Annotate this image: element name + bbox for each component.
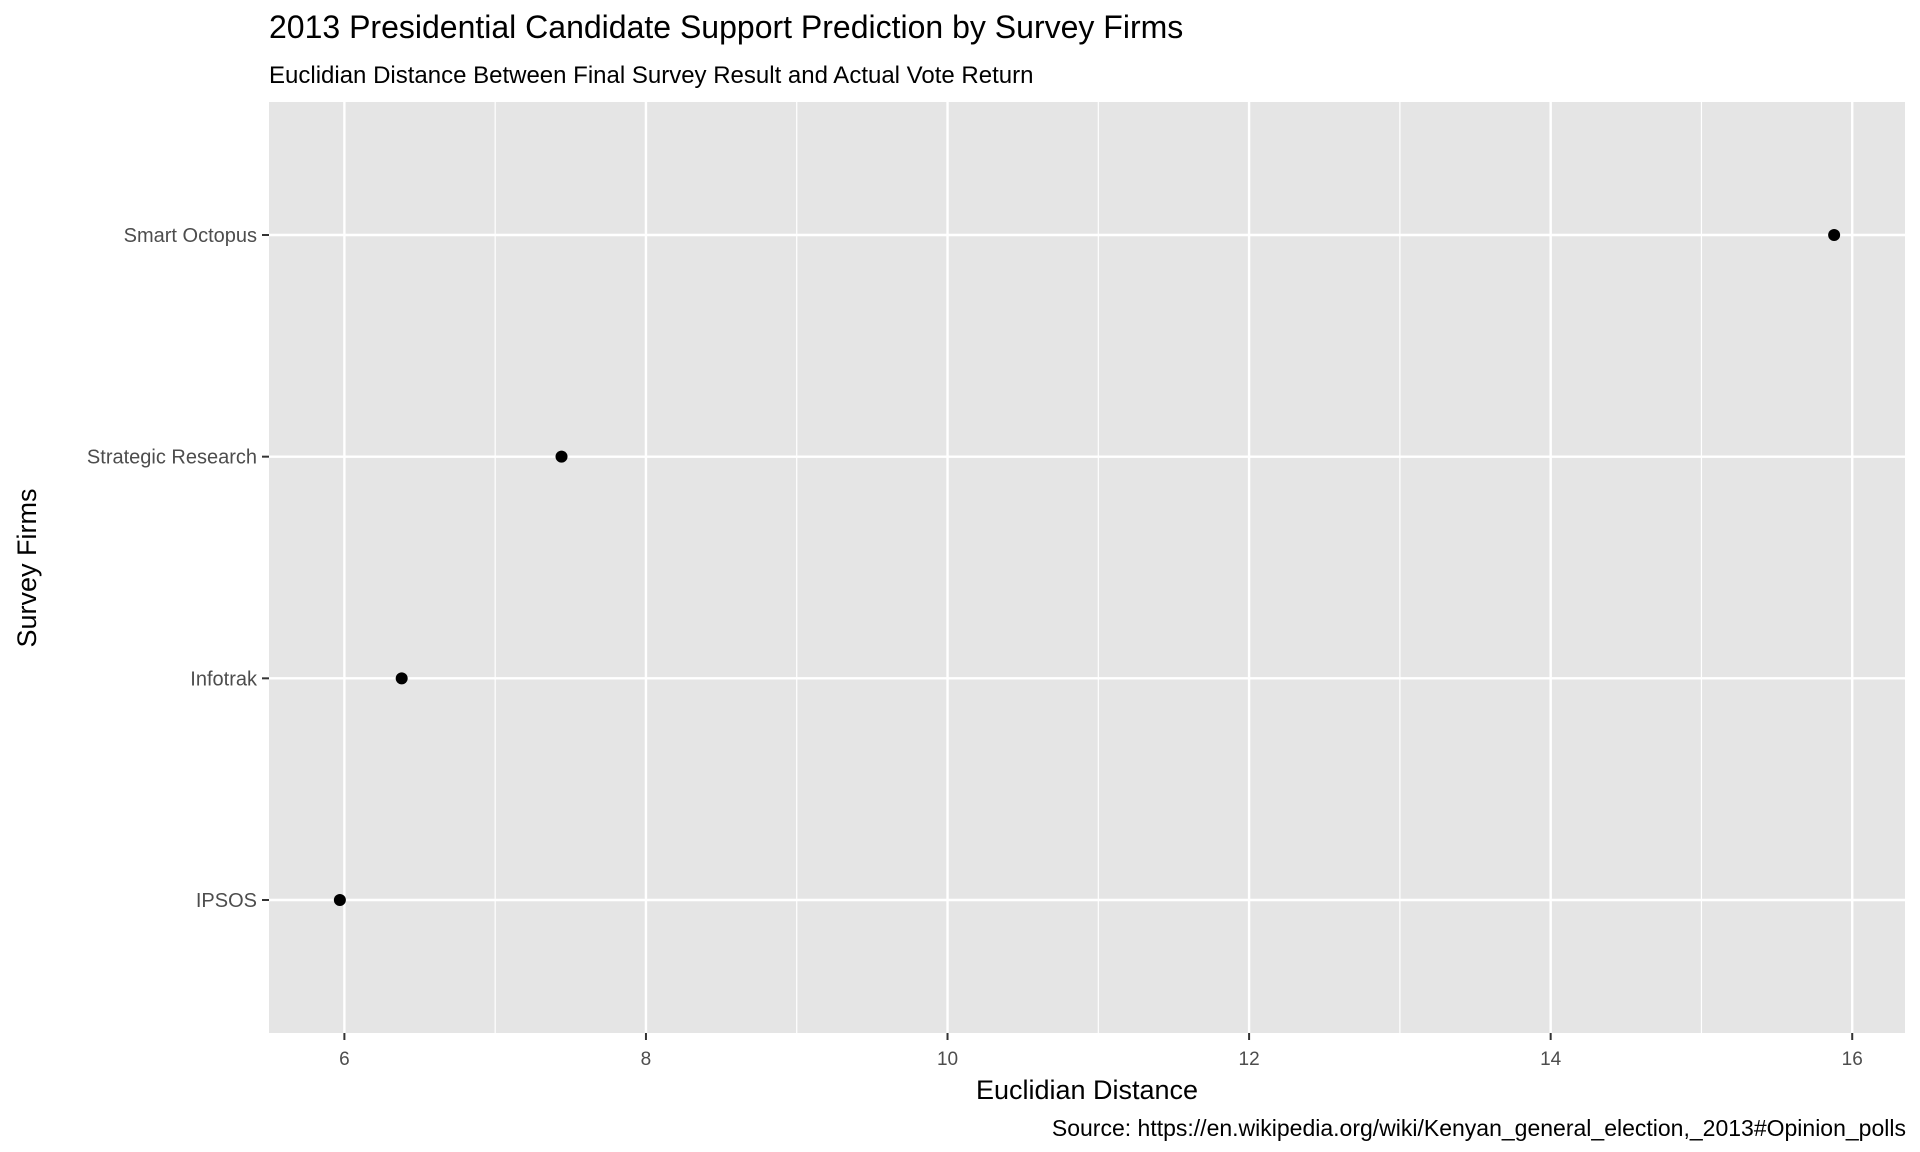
x-tick-label: 10 [937, 1049, 958, 1070]
x-axis: 6 8 10 12 14 16 [339, 1033, 1863, 1070]
data-point [555, 450, 568, 463]
major-gridlines [269, 102, 1905, 1033]
y-tick-label: IPSOS [196, 890, 257, 912]
x-tick-label: 16 [1842, 1049, 1863, 1070]
y-axis: IPSOS Infotrak Strategic Research Smart Oct… [87, 225, 269, 912]
data-point [1828, 229, 1841, 241]
data-points [333, 229, 1841, 906]
plot-panel [269, 102, 1905, 1033]
data-point [395, 672, 408, 685]
chart-caption: Source: https://en.wikipedia.org/wiki/Ke… [1052, 1115, 1906, 1141]
x-tick-label: 6 [339, 1049, 350, 1070]
x-tick-label: 14 [1540, 1049, 1562, 1070]
x-axis-label: Euclidian Distance [976, 1075, 1198, 1105]
y-tick-label: Smart Octopus [124, 225, 257, 247]
data-point [333, 894, 346, 906]
y-tick-label: Infotrak [190, 668, 258, 690]
chart-title: 2013 Presidential Candidate Support Pred… [269, 9, 1183, 45]
x-tick-label: 8 [641, 1049, 652, 1070]
y-axis-label: Survey Firms [12, 488, 42, 647]
x-tick-label: 12 [1239, 1049, 1260, 1070]
y-tick-label: Strategic Research [87, 447, 257, 469]
minor-gridlines [494, 102, 1703, 1033]
chart-subtitle: Euclidian Distance Between Final Survey … [269, 62, 1033, 89]
